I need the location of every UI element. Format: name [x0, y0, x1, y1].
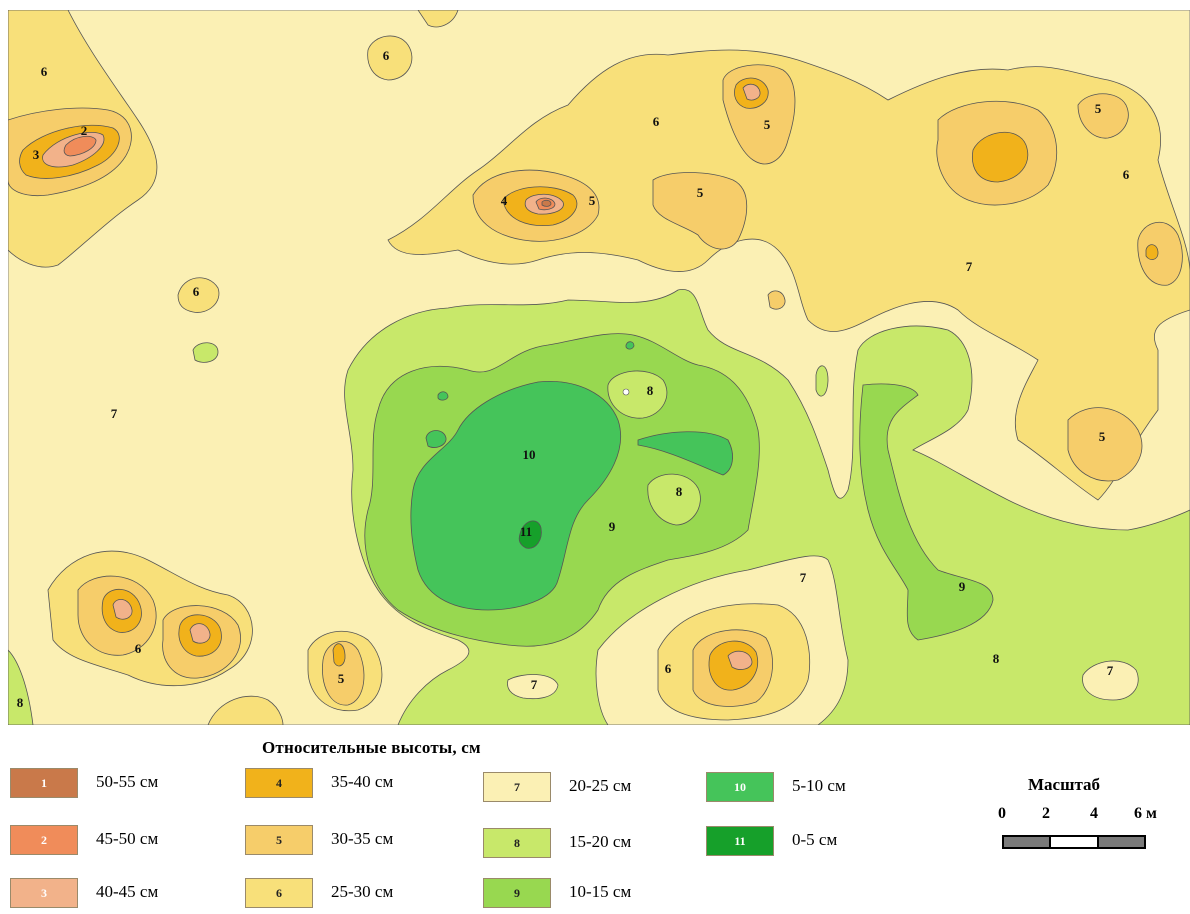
- zone-10-dot1: [438, 392, 448, 400]
- legend-swatch: 11: [706, 826, 774, 856]
- legend-label: 25-30 см: [331, 882, 393, 902]
- legend-label: 20-25 см: [569, 776, 631, 796]
- scale-title: Масштаб: [1028, 775, 1100, 795]
- zone-label: 2: [81, 123, 88, 138]
- zone-label: 6: [653, 114, 660, 129]
- zone-label: 6: [193, 284, 200, 299]
- zone-1-c: [542, 200, 551, 206]
- legend-swatch: 6: [245, 878, 313, 908]
- legend-swatch: 2: [10, 825, 78, 855]
- legend-swatch: 7: [483, 772, 551, 802]
- legend-item: 8 15-20 см: [483, 828, 693, 862]
- legend-swatch: 4: [245, 768, 313, 798]
- legend-label: 50-55 см: [96, 772, 158, 792]
- scale-tick: 6 м: [1134, 805, 1157, 823]
- zone-label: 8: [993, 651, 1000, 666]
- legend-item: 6 25-30 см: [245, 878, 455, 912]
- zone-10-small: [426, 431, 446, 448]
- zone-8-left-small: [193, 343, 218, 363]
- zone-4-bm: [333, 644, 345, 666]
- zone-label: 9: [959, 579, 966, 594]
- legend-label: 45-50 см: [96, 829, 158, 849]
- legend-swatch: 9: [483, 878, 551, 908]
- legend-item: 1 50-55 см: [10, 768, 220, 802]
- zone-label: 3: [33, 147, 40, 162]
- legend-item: 5 30-35 см: [245, 825, 455, 859]
- legend-item: 3 40-45 см: [10, 878, 220, 912]
- scale-bar: [1002, 835, 1146, 849]
- zone-label: 8: [676, 484, 683, 499]
- zone-label: 7: [111, 406, 118, 421]
- legend-item: 2 45-50 см: [10, 825, 220, 859]
- scale-bar-block: Масштаб 0 2 4 6 м: [998, 775, 1168, 865]
- zone-label: 6: [665, 661, 672, 676]
- zone-label: 4: [501, 193, 508, 208]
- zone-label: 10: [523, 447, 536, 462]
- zone-label: 5: [697, 185, 704, 200]
- zone-label: 7: [966, 259, 973, 274]
- zone-label: 5: [764, 117, 771, 132]
- zone-label: 5: [338, 671, 345, 686]
- legend-title: Относительные высоты, см: [262, 738, 481, 758]
- zone-label: 6: [135, 641, 142, 656]
- zone-label: 5: [1095, 101, 1102, 116]
- legend-label: 15-20 см: [569, 832, 631, 852]
- zone-10-dot2: [626, 342, 634, 349]
- scale-segment: [1051, 837, 1098, 847]
- legend-label: 10-15 см: [569, 882, 631, 902]
- scale-segment: [1004, 837, 1051, 847]
- legend-swatch: 1: [10, 768, 78, 798]
- zone-label: 7: [800, 570, 807, 585]
- zone-label: 5: [589, 193, 596, 208]
- legend-swatch: 5: [245, 825, 313, 855]
- legend-label: 40-45 см: [96, 882, 158, 902]
- legend-swatch: 8: [483, 828, 551, 858]
- zone-6-top-small-1: [368, 36, 412, 80]
- zone-4-r3: [1146, 245, 1158, 260]
- zone-label: 6: [41, 64, 48, 79]
- scale-tick: 4: [1090, 805, 1098, 823]
- legend-item: 10 5-10 см: [706, 772, 916, 806]
- zone-label: 5: [1099, 429, 1106, 444]
- legend-swatch: 3: [10, 878, 78, 908]
- scale-segment: [1099, 837, 1144, 847]
- legend-label: 30-35 см: [331, 829, 393, 849]
- zone-label: 8: [647, 383, 654, 398]
- zone-label: 8: [17, 695, 24, 710]
- legend-item: 4 35-40 см: [245, 768, 455, 802]
- legend-label: 35-40 см: [331, 772, 393, 792]
- zone-5-small: [768, 291, 785, 309]
- scale-tick: 2: [1042, 805, 1050, 823]
- zone-label: 9: [609, 519, 616, 534]
- zone-label: 7: [531, 677, 538, 692]
- elevation-map: 6 2 3 6 6 5 6 4 5 5 5 6 6 7 7 8 10 8 11 …: [8, 10, 1190, 725]
- legend-label: 5-10 см: [792, 776, 846, 796]
- legend-item: 11 0-5 см: [706, 826, 916, 860]
- legend-swatch: 10: [706, 772, 774, 802]
- zone-3-bl2: [190, 624, 210, 644]
- zone-label: 6: [383, 48, 390, 63]
- scale-tick: 0: [998, 805, 1006, 823]
- zone-label: 11: [520, 524, 532, 539]
- legend-item: 7 20-25 см: [483, 772, 693, 806]
- legend-label: 0-5 см: [792, 830, 837, 850]
- zone-8-narrow: [816, 366, 828, 396]
- legend-item: 9 10-15 см: [483, 878, 693, 912]
- zone-label: 7: [1107, 663, 1114, 678]
